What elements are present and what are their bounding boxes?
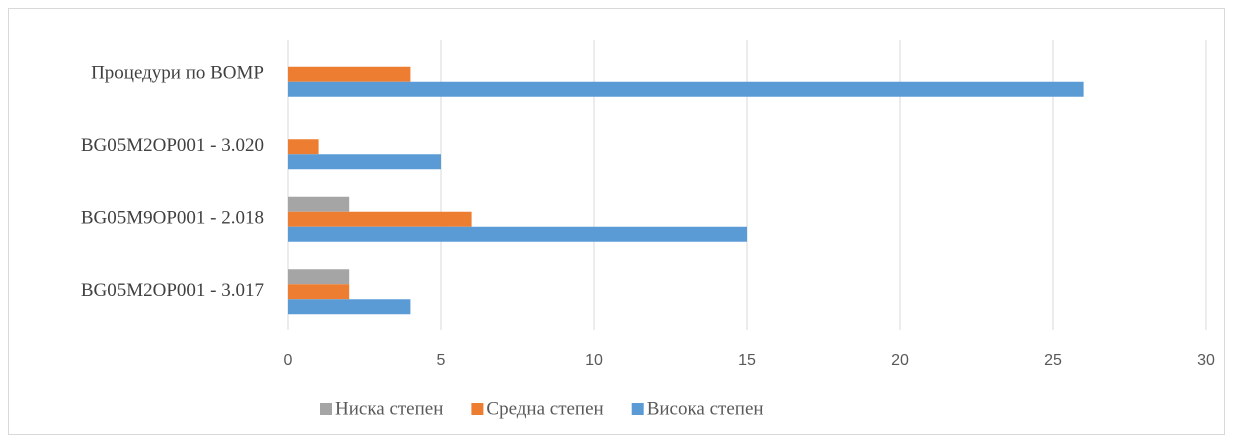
legend-swatch <box>320 403 332 415</box>
bar <box>288 154 441 170</box>
y-tick-label: BG05M2OP001 - 3.020 <box>81 135 264 156</box>
x-tick-label: 5 <box>437 352 446 369</box>
x-tick-label: 10 <box>585 352 603 369</box>
bar <box>288 284 350 300</box>
bar <box>288 269 350 285</box>
bar <box>288 196 350 212</box>
bar <box>288 139 319 155</box>
legend-label: Ниска степен <box>335 398 443 419</box>
legend-swatch <box>471 403 484 415</box>
x-tick-label: 15 <box>738 352 756 369</box>
legend-swatch <box>631 403 644 415</box>
legend-label: Средна степен <box>486 398 603 419</box>
legend-label: Висока степен <box>647 398 764 419</box>
x-tick-label: 30 <box>1197 352 1215 369</box>
bar <box>288 81 1084 97</box>
x-tick-label: 25 <box>1044 352 1062 369</box>
x-tick-label: 20 <box>891 352 909 369</box>
bar <box>288 66 411 82</box>
y-tick-label: BG05M9OP001 - 2.018 <box>81 208 264 229</box>
chart-border <box>8 8 1225 435</box>
bar <box>288 211 472 227</box>
y-tick-label: BG05M2OP001 - 3.017 <box>81 280 264 301</box>
bar <box>288 299 411 315</box>
bar <box>288 226 747 242</box>
x-tick-label: 0 <box>284 352 293 369</box>
y-tick-label: Процедури по ВОМР <box>91 63 264 84</box>
